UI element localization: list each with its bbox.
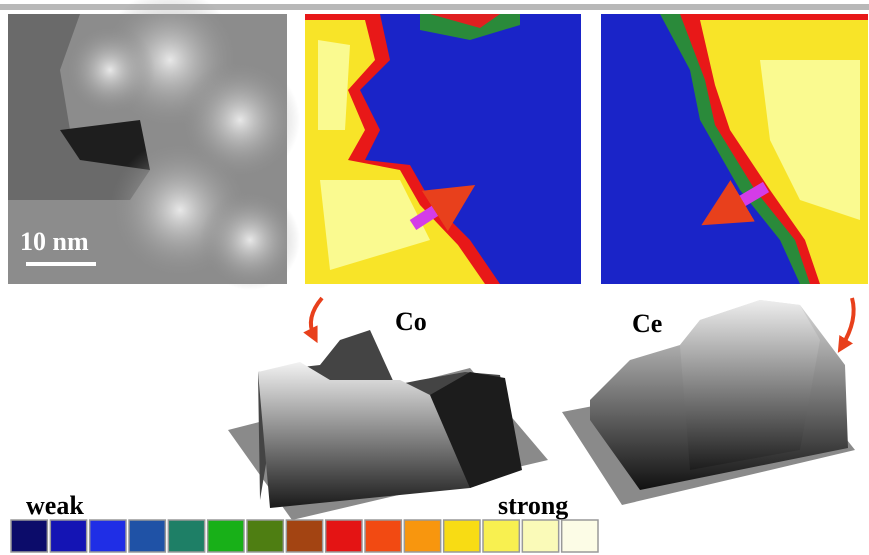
color-swatch [168,520,204,552]
ce-3d-plot: Ce [562,300,855,505]
color-swatch [90,520,126,552]
color-swatch [562,520,598,552]
figure: 10 nm Co Ce weak strong [0,0,869,555]
color-swatch [444,520,480,552]
ce-map [601,14,868,284]
color-swatch [286,520,322,552]
scale-bar-label: 10 nm [20,227,89,256]
color-swatch [11,520,47,552]
map-label: Co [395,307,427,336]
color-swatch [483,520,519,552]
color-scale [11,520,598,552]
color-swatch [365,520,401,552]
map-label: Ce [632,309,662,338]
co-3d-plot: Co [228,307,548,520]
color-swatch [404,520,440,552]
color-swatch [326,520,362,552]
color-swatch [129,520,165,552]
color-swatch [522,520,558,552]
color-swatch [50,520,86,552]
tem-image: 10 nm [8,0,300,290]
scale-low-label: weak [26,491,84,520]
color-swatch [208,520,244,552]
curved-arrow [842,298,854,346]
scale-high-label: strong [498,491,568,520]
co-map [305,14,581,284]
color-swatch [247,520,283,552]
curved-arrow [311,298,322,336]
